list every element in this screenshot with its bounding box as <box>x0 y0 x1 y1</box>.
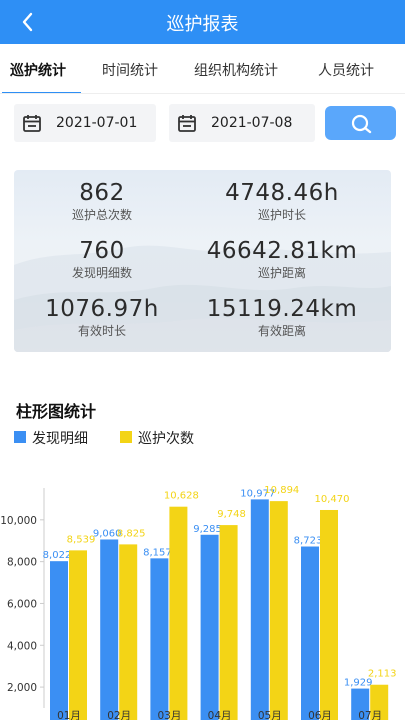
stats-card: 862 巡护总次数 4748.46h 巡护时长 760 发现明细数 46642.… <box>14 170 391 352</box>
bar-data-label: 8,022 <box>43 550 72 561</box>
end-date-picker[interactable]: 2021-07-08 <box>169 104 315 142</box>
stat-total-patrols: 862 巡护总次数 <box>14 180 190 223</box>
tab-time-stats[interactable]: 时间统计 <box>102 63 158 79</box>
bar-findings <box>50 561 68 720</box>
tab-bar: 巡护统计 时间统计 组织机构统计 人员统计 <box>0 44 405 94</box>
bar-findings <box>351 688 370 720</box>
calendar-icon <box>23 115 41 132</box>
y-tick-label: 10,000 <box>0 515 37 527</box>
bar-data-label: 9,285 <box>193 524 222 535</box>
chart-section-title: 柱形图统计 <box>16 402 97 421</box>
bar-patrols <box>119 544 138 720</box>
x-tick-label: 04月 <box>208 710 232 720</box>
bar-patrols <box>370 684 389 720</box>
search-icon <box>351 114 372 134</box>
legend-label: 巡护次数 <box>138 431 194 447</box>
background-landscape <box>14 245 391 352</box>
stat-effective-distance: 15119.24km 有效距离 <box>194 296 370 339</box>
bar-data-label: 10,628 <box>164 491 199 502</box>
stat-label: 有效时长 <box>77 324 126 338</box>
legend-swatch <box>120 431 132 443</box>
stat-effective-duration: 1076.97h 有效时长 <box>14 296 190 339</box>
bar-data-label: 2,113 <box>368 669 397 680</box>
bar-data-label: 10,470 <box>315 494 350 505</box>
bar-patrols <box>219 525 238 720</box>
y-tick-label: 2,000 <box>7 682 37 694</box>
start-date-picker[interactable]: 2021-07-01 <box>14 104 156 142</box>
divider <box>0 93 405 94</box>
stat-findings-count: 760 发现明细数 <box>14 238 190 281</box>
page-title: 巡护报表 <box>166 14 239 35</box>
bar-findings <box>200 534 219 720</box>
search-button[interactable] <box>325 106 396 140</box>
bar-data-label: 10,977 <box>240 488 275 499</box>
stat-label: 发现明细数 <box>71 266 132 280</box>
x-tick-label: 03月 <box>157 710 181 720</box>
stat-value: 4748.46h <box>225 180 339 206</box>
bar-data-label: 10,894 <box>264 485 299 496</box>
bar-patrols <box>320 509 338 720</box>
bar-findings <box>150 558 169 720</box>
bar-findings <box>301 546 319 720</box>
y-tick-label: 4,000 <box>7 640 37 652</box>
app-header: 巡护报表 <box>0 0 405 44</box>
stat-value: 46642.81km <box>206 238 358 264</box>
bar-findings <box>100 539 119 720</box>
bar-data-label: 9,748 <box>217 509 246 520</box>
stat-label: 巡护距离 <box>257 266 306 280</box>
stat-patrol-distance: 46642.81km 巡护距离 <box>194 238 370 281</box>
stat-value: 15119.24km <box>206 296 358 322</box>
end-date-value: 2021-07-08 <box>211 115 293 131</box>
bar-patrols <box>169 506 188 720</box>
back-button[interactable] <box>14 8 44 36</box>
bar-data-label: 8,825 <box>117 528 146 539</box>
bar-data-label: 8,723 <box>294 536 323 547</box>
bar-patrols <box>269 501 288 720</box>
x-tick-label: 06月 <box>308 710 332 720</box>
stat-label: 有效距离 <box>257 324 306 338</box>
stat-label: 巡护时长 <box>257 208 306 222</box>
stat-value: 862 <box>79 180 125 206</box>
stat-value: 760 <box>79 238 125 264</box>
tab-org-stats[interactable]: 组织机构统计 <box>194 63 278 79</box>
bar-findings <box>250 499 269 720</box>
bar-data-label: 1,929 <box>344 678 373 689</box>
chevron-left-icon <box>22 12 33 32</box>
x-tick-label: 02月 <box>107 710 131 720</box>
tab-staff-stats[interactable]: 人员统计 <box>318 63 374 79</box>
bar-data-label: 9,060 <box>93 528 122 539</box>
y-tick-label: 6,000 <box>7 598 37 610</box>
tab-patrol-stats[interactable]: 巡护统计 <box>10 63 66 79</box>
x-tick-label: 07月 <box>358 710 382 720</box>
bar-data-label: 8,539 <box>67 534 96 545</box>
stat-label: 巡护总次数 <box>71 208 132 222</box>
bar-patrols <box>69 550 87 720</box>
calendar-icon <box>178 115 196 132</box>
legend-label: 发现明细 <box>32 431 88 447</box>
bar-data-label: 8,157 <box>143 547 172 558</box>
stat-value: 1076.97h <box>45 296 159 322</box>
bar-chart: 2,000 4,000 6,000 8,000 10,000 8,022 8,539 01月 9… <box>0 485 397 720</box>
x-tick-label: 05月 <box>258 710 282 720</box>
y-tick-label: 8,000 <box>7 557 37 569</box>
start-date-value: 2021-07-01 <box>56 115 138 131</box>
stat-patrol-duration: 4748.46h 巡护时长 <box>194 180 370 223</box>
x-tick-label: 01月 <box>57 710 81 720</box>
legend-swatch <box>14 431 26 443</box>
